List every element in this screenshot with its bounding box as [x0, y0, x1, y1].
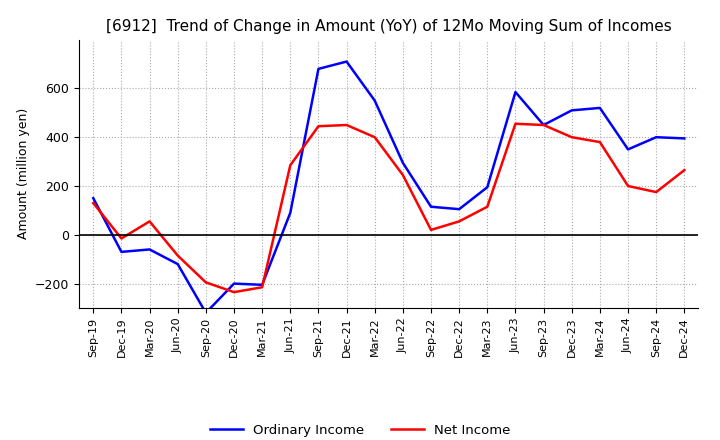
- Ordinary Income: [483, 185, 492, 190]
- Ordinary Income: [652, 135, 660, 140]
- Ordinary Income: [314, 66, 323, 72]
- Net Income: [370, 135, 379, 140]
- Net Income: [539, 122, 548, 128]
- Ordinary Income: [342, 59, 351, 64]
- Ordinary Income: [427, 204, 436, 209]
- Ordinary Income: [680, 136, 688, 141]
- Net Income: [595, 139, 604, 145]
- Net Income: [89, 201, 98, 206]
- Line: Ordinary Income: Ordinary Income: [94, 62, 684, 313]
- Ordinary Income: [117, 249, 126, 254]
- Net Income: [117, 236, 126, 241]
- Net Income: [202, 280, 210, 285]
- Ordinary Income: [370, 98, 379, 103]
- Net Income: [624, 183, 632, 189]
- Net Income: [427, 227, 436, 233]
- Net Income: [680, 168, 688, 173]
- Net Income: [174, 253, 182, 258]
- Ordinary Income: [511, 89, 520, 95]
- Ordinary Income: [624, 147, 632, 152]
- Ordinary Income: [539, 122, 548, 128]
- Ordinary Income: [286, 210, 294, 216]
- Ordinary Income: [258, 282, 266, 287]
- Net Income: [286, 163, 294, 168]
- Ordinary Income: [455, 206, 464, 212]
- Net Income: [483, 204, 492, 209]
- Ordinary Income: [89, 195, 98, 201]
- Ordinary Income: [399, 160, 408, 165]
- Ordinary Income: [595, 105, 604, 110]
- Ordinary Income: [174, 261, 182, 267]
- Ordinary Income: [145, 247, 154, 252]
- Net Income: [258, 285, 266, 290]
- Net Income: [511, 121, 520, 126]
- Ordinary Income: [230, 281, 238, 286]
- Line: Net Income: Net Income: [94, 124, 684, 292]
- Net Income: [342, 122, 351, 128]
- Net Income: [567, 135, 576, 140]
- Net Income: [145, 219, 154, 224]
- Title: [6912]  Trend of Change in Amount (YoY) of 12Mo Moving Sum of Incomes: [6912] Trend of Change in Amount (YoY) o…: [106, 19, 672, 34]
- Y-axis label: Amount (million yen): Amount (million yen): [17, 108, 30, 239]
- Net Income: [314, 124, 323, 129]
- Net Income: [230, 290, 238, 295]
- Ordinary Income: [202, 310, 210, 315]
- Ordinary Income: [567, 108, 576, 113]
- Net Income: [652, 190, 660, 195]
- Net Income: [455, 219, 464, 224]
- Net Income: [399, 172, 408, 178]
- Legend: Ordinary Income, Net Income: Ordinary Income, Net Income: [204, 418, 516, 440]
